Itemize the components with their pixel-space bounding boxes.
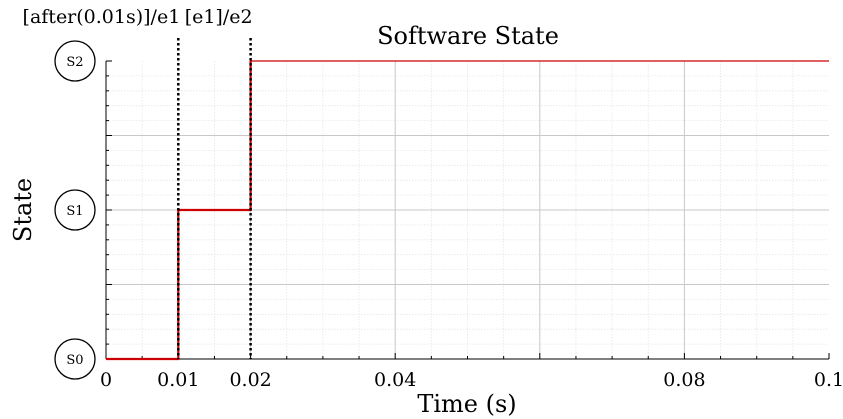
- event-markers: [after(0.01s)]/e1 [e1]/e2: [23, 6, 253, 359]
- x-axis-label: Time (s): [417, 390, 516, 418]
- event-label: [e1]/e2: [185, 6, 253, 28]
- chart-title: Software State: [377, 22, 559, 50]
- state-label: S1: [66, 204, 83, 219]
- state-label: S0: [66, 353, 83, 368]
- x-tick-label: 0: [100, 369, 112, 391]
- x-tick-label: 0.01: [157, 369, 199, 391]
- x-tick-label: 0.08: [663, 369, 705, 391]
- y-axis-label: State: [9, 178, 37, 242]
- state-circle: [54, 189, 96, 231]
- x-tick-label: 0.02: [229, 369, 271, 391]
- state-circle: [54, 338, 96, 380]
- state-circle: [54, 40, 96, 82]
- state-labels: S0 S1 S2: [54, 40, 96, 380]
- x-tick-label: 0.1: [814, 369, 843, 391]
- minor-grid: [106, 61, 829, 359]
- state-label: S2: [66, 55, 83, 70]
- x-tick-label: 0.04: [374, 369, 416, 391]
- tick-labels: 0 0.01 0.02 0.04 0.08 0.1: [100, 369, 843, 391]
- event-label: [after(0.01s)]/e1: [23, 6, 181, 28]
